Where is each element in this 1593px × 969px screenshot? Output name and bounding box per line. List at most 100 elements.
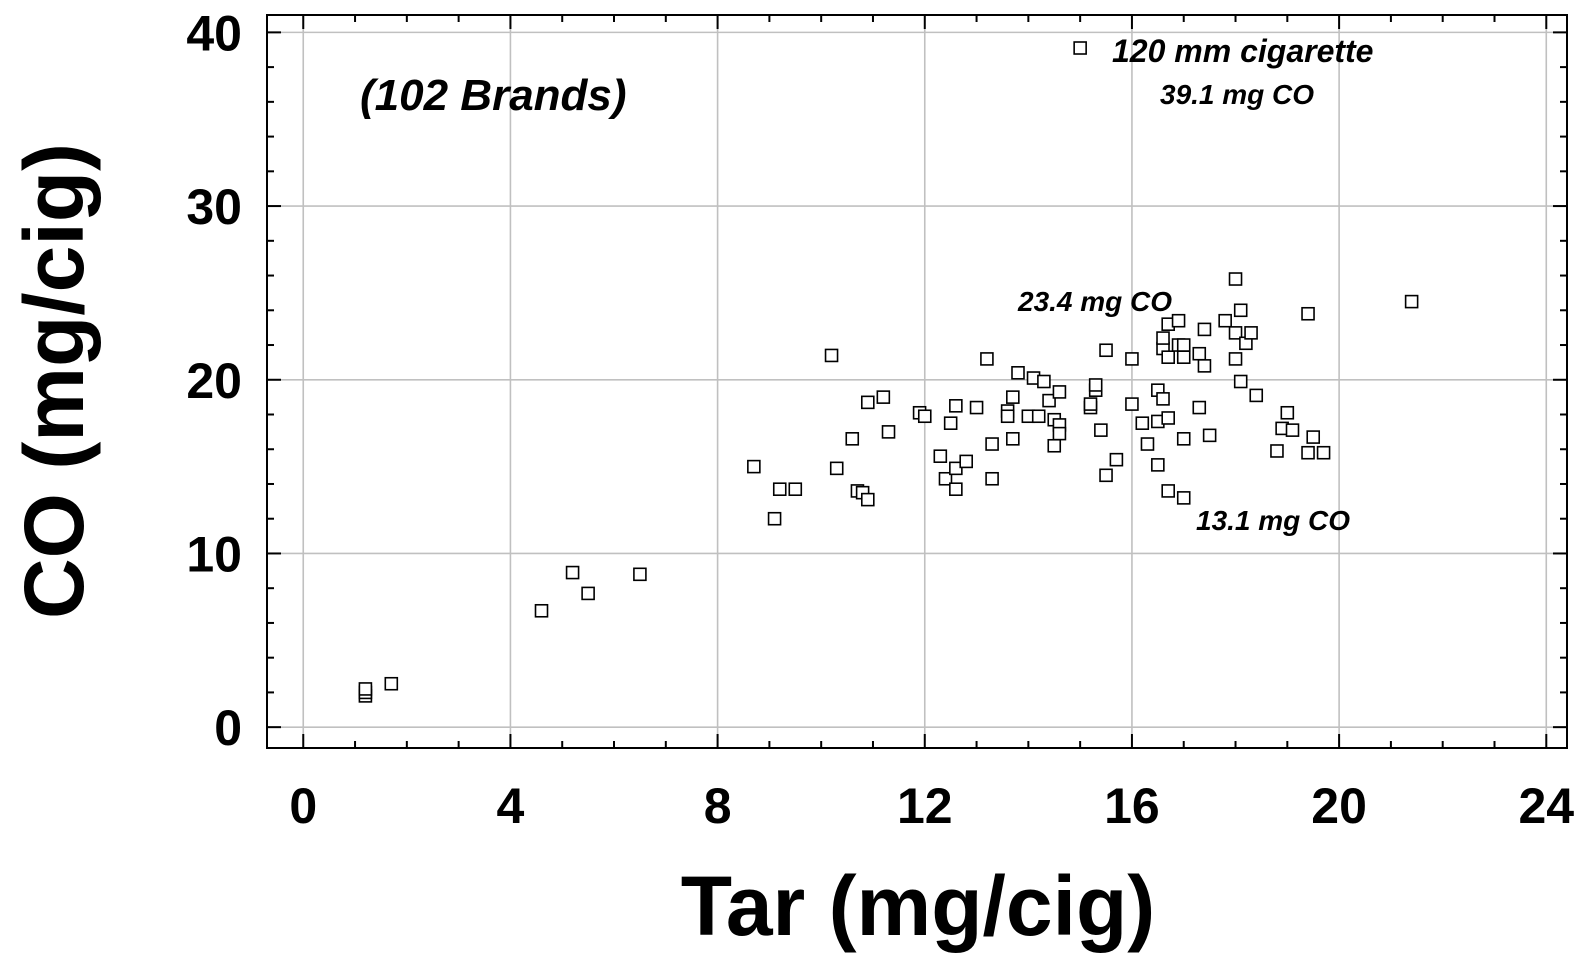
grid-lines	[267, 15, 1567, 748]
data-point	[985, 471, 999, 486]
data-point	[1151, 458, 1165, 472]
data-point	[1176, 432, 1191, 446]
data-point	[747, 459, 761, 474]
y-tick-label: 20	[186, 353, 242, 409]
data-point	[1037, 374, 1051, 389]
annotation-13-1-mg-co: 13.1 mg CO	[1196, 505, 1350, 536]
data-point	[949, 482, 963, 496]
data-point	[1156, 392, 1170, 406]
data-point	[1176, 350, 1191, 364]
data-point	[1052, 426, 1067, 441]
data-point	[1171, 313, 1186, 328]
data-point	[824, 348, 839, 363]
data-point	[1083, 397, 1098, 411]
data-point	[1099, 468, 1113, 483]
data-point	[1244, 326, 1258, 340]
data-point	[1094, 423, 1108, 437]
data-point	[772, 482, 787, 496]
data-point	[1073, 41, 1087, 55]
data-point	[1161, 350, 1175, 364]
data-point	[881, 425, 896, 439]
annotation-23-4-mg-co: 23.4 mg CO	[1017, 286, 1172, 317]
data-point	[1233, 374, 1248, 389]
y-axis-title: CO (mg/cig)	[7, 143, 101, 619]
x-tick-label: 4	[497, 778, 525, 834]
brand-count-annotation: (102 Brands)	[360, 71, 627, 120]
data-point	[860, 492, 875, 507]
x-tick-label: 24	[1518, 778, 1574, 834]
data-point	[949, 399, 963, 413]
data-point	[985, 437, 999, 451]
data-point	[1156, 331, 1170, 345]
data-point	[980, 352, 994, 366]
data-point	[1088, 378, 1103, 392]
data-point	[1099, 343, 1113, 358]
data-point	[1031, 409, 1046, 424]
data-point	[1202, 428, 1217, 443]
data-point	[1197, 322, 1212, 337]
data-point	[1316, 445, 1331, 460]
data-point	[1125, 397, 1139, 411]
data-point	[633, 567, 647, 582]
data-point	[767, 511, 782, 526]
data-point	[1125, 352, 1139, 366]
data-point	[1006, 390, 1020, 404]
data-point	[943, 416, 958, 430]
y-tick-label: 10	[186, 526, 242, 582]
data-point	[1176, 491, 1191, 505]
data-point	[933, 449, 948, 463]
data-point	[1233, 303, 1248, 318]
data-point	[969, 400, 984, 415]
data-point	[1140, 437, 1155, 451]
data-point	[1042, 393, 1056, 408]
data-point	[1176, 338, 1191, 352]
data-point	[1161, 484, 1175, 498]
data-point	[1135, 416, 1150, 430]
data-point	[1301, 445, 1315, 460]
data-point	[1047, 438, 1062, 453]
x-tick-label: 0	[289, 778, 317, 834]
data-point	[1000, 409, 1015, 424]
data-point	[1197, 359, 1212, 373]
x-tick-labels: 0 4 8 12 16 20 24	[289, 778, 1574, 834]
data-points	[358, 41, 1419, 703]
data-point	[1052, 385, 1067, 399]
data-point	[1109, 452, 1124, 467]
data-point	[788, 482, 803, 496]
data-point	[565, 565, 580, 580]
data-point	[949, 461, 963, 476]
data-point	[1404, 294, 1419, 309]
data-point	[1218, 313, 1232, 328]
data-point	[384, 676, 399, 691]
data-point	[917, 409, 932, 424]
data-point	[959, 454, 974, 469]
data-point	[1228, 326, 1243, 340]
y-tick-label: 40	[186, 5, 242, 61]
data-point	[1228, 272, 1243, 286]
data-point	[876, 390, 891, 404]
axis-ticks	[267, 15, 1567, 748]
data-point	[1249, 388, 1264, 403]
data-point	[1192, 400, 1207, 415]
x-tick-label: 8	[704, 778, 732, 834]
x-tick-label: 12	[897, 778, 953, 834]
data-point	[1301, 306, 1315, 321]
annotation-120mm-cigarette: 120 mm cigarette	[1112, 33, 1373, 69]
y-tick-label: 0	[214, 700, 242, 756]
data-point	[1161, 411, 1175, 425]
x-tick-label: 16	[1104, 778, 1160, 834]
x-tick-label: 20	[1311, 778, 1367, 834]
data-point	[829, 461, 844, 476]
data-point	[1006, 432, 1020, 446]
data-point	[1192, 346, 1207, 361]
data-point	[1280, 405, 1295, 420]
data-point	[358, 682, 373, 696]
data-point	[860, 395, 875, 410]
data-point	[845, 432, 860, 446]
data-point	[1011, 366, 1025, 380]
y-tick-label: 30	[186, 179, 242, 235]
data-point	[581, 586, 595, 601]
data-point	[534, 603, 549, 618]
annotation-39-1-mg-co: 39.1 mg CO	[1160, 79, 1314, 110]
